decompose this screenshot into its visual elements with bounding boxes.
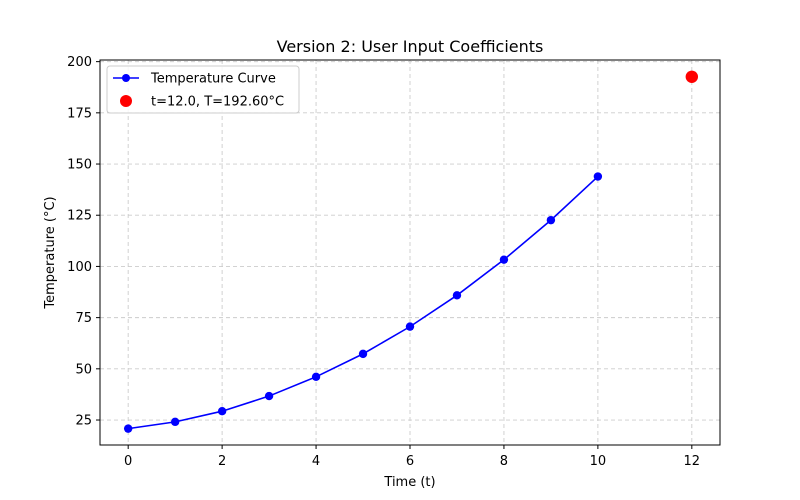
highlight-point — [685, 70, 699, 83]
legend-marker-swatch — [122, 74, 130, 82]
legend: Temperature Curve t=12.0, T=192.60°C — [106, 65, 300, 114]
series-0 — [123, 172, 603, 433]
x-axis-label: Time (t) — [383, 475, 435, 490]
axes: 0 2 4 6 8 10 12 25 50 75 100 125 150 175 200 — [67, 55, 700, 469]
legend-box — [106, 65, 300, 114]
data-point — [123, 424, 133, 433]
series-1 — [685, 70, 699, 83]
x-tick-label: 4 — [312, 454, 320, 469]
y-tick-label: 200 — [67, 55, 92, 70]
grid — [100, 60, 720, 445]
data-point — [452, 291, 462, 300]
data-point — [264, 391, 274, 401]
y-tick-label: 75 — [75, 311, 92, 326]
series-layer — [123, 70, 699, 433]
data-point — [358, 349, 368, 359]
legend-point-swatch — [120, 95, 132, 107]
data-point — [593, 172, 603, 181]
y-tick-label: 150 — [67, 158, 92, 173]
data-point — [217, 407, 227, 416]
x-tick-label: 0 — [124, 454, 132, 469]
y-tick-label: 125 — [67, 209, 92, 224]
x-tick-label: 12 — [684, 454, 701, 469]
x-tick-label: 6 — [406, 454, 414, 469]
data-point — [311, 372, 321, 382]
y-tick-label: 50 — [75, 362, 92, 377]
x-tick-label: 8 — [500, 454, 508, 469]
x-tick-label: 10 — [590, 454, 607, 469]
chart-title: Version 2: User Input Coefficients — [277, 37, 544, 56]
y-tick-label: 175 — [67, 106, 92, 121]
y-axis-label: Temperature (°C) — [43, 196, 58, 309]
y-tick-label: 100 — [67, 260, 92, 275]
data-point — [499, 255, 509, 264]
series-line — [128, 175, 599, 430]
data-point — [405, 322, 415, 331]
legend-label-point: t=12.0, T=192.60°C — [151, 95, 284, 110]
legend-label-temperature-curve: Temperature Curve — [150, 72, 276, 87]
x-tick-label: 2 — [218, 454, 226, 469]
data-point — [546, 215, 556, 225]
data-point — [170, 417, 180, 427]
y-tick-label: 25 — [75, 414, 92, 429]
